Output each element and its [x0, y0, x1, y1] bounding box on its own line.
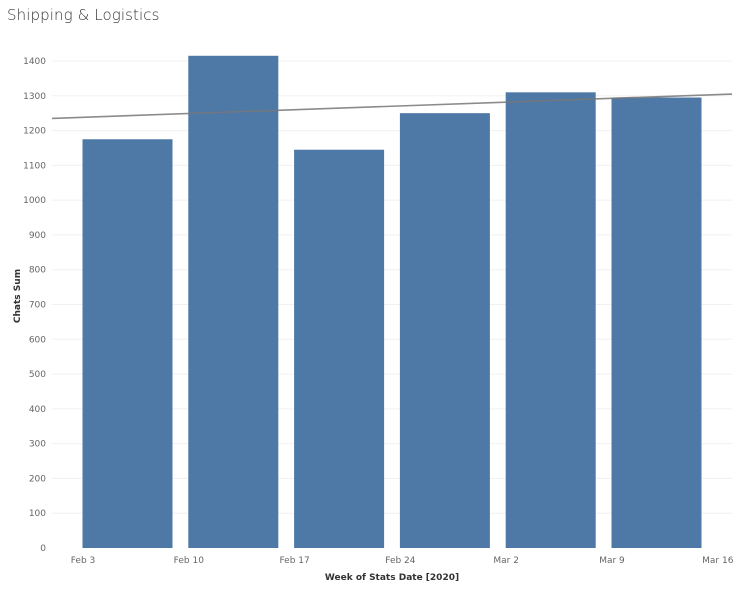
- chart-title: Shipping & Logistics: [7, 6, 160, 24]
- y-tick-label: 1100: [23, 161, 46, 171]
- x-tick-label: Mar 2: [493, 556, 519, 566]
- bars: [82, 55, 702, 549]
- y-tick-label: 1400: [23, 57, 46, 67]
- y-tick-label: 700: [29, 301, 46, 311]
- x-tick-label: Mar 9: [599, 556, 625, 566]
- y-tick-label: 200: [29, 474, 46, 484]
- bar-feb-10[interactable]: [188, 55, 279, 549]
- x-tick-label: Feb 3: [71, 556, 96, 566]
- y-tick-label: 100: [29, 509, 46, 519]
- bar-feb-17[interactable]: [294, 149, 385, 549]
- y-axis-title: Chats Sum: [13, 269, 23, 323]
- y-tick-label: 800: [29, 266, 46, 276]
- y-axis-ticks: 0 100 200 300 400 500 600 700 800 900 1000 1100 1200…: [23, 57, 46, 554]
- trend-line: [51, 93, 733, 120]
- bar-mar-9[interactable]: [611, 97, 702, 549]
- x-tick-label: Mar 16: [702, 556, 734, 566]
- bar-feb-3[interactable]: [82, 139, 173, 548]
- y-tick-label: 300: [29, 440, 46, 450]
- y-tick-label: 900: [29, 231, 46, 241]
- y-tick-label: 1200: [23, 127, 46, 137]
- x-tick-label: Feb 17: [279, 556, 309, 566]
- bar-feb-24[interactable]: [399, 113, 490, 548]
- y-tick-label: 1000: [23, 196, 46, 206]
- y-tick-label: 600: [29, 335, 46, 345]
- x-axis-title: Week of Stats Date [2020]: [325, 573, 459, 583]
- x-tick-label: Feb 24: [385, 556, 416, 566]
- bar-mar-2[interactable]: [505, 92, 596, 549]
- y-tick-label: 1300: [23, 92, 46, 102]
- y-tick-label: 500: [29, 370, 46, 380]
- y-tick-label: 0: [40, 544, 46, 554]
- x-tick-label: Feb 10: [174, 556, 205, 566]
- x-axis-ticks: Feb 3 Feb 10 Feb 17 Feb 24 Mar 2 Mar 9 Mar 16: [71, 556, 734, 566]
- trend-line-group: [51, 93, 733, 120]
- y-tick-label: 400: [29, 405, 46, 415]
